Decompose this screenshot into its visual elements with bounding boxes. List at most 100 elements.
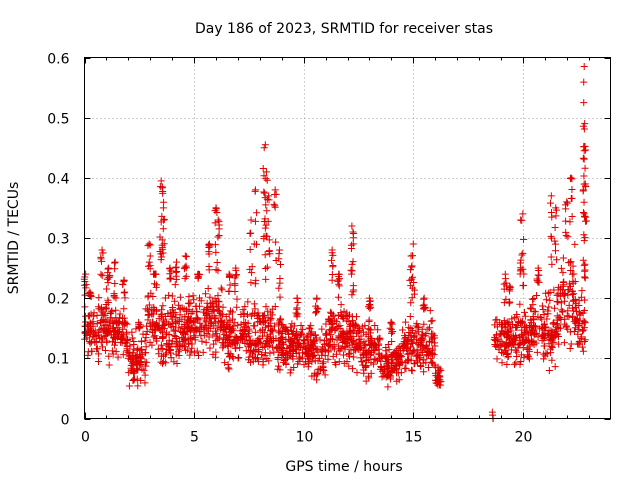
data-point-503 — [172, 350, 180, 358]
data-point-1423 — [345, 350, 353, 358]
data-point-1071 — [272, 335, 280, 343]
data-point-2214 — [553, 256, 561, 264]
data-point-198 — [108, 307, 116, 315]
x-tick-label-1: 5 — [190, 430, 199, 446]
data-point-802 — [238, 332, 246, 340]
data-point-1780 — [428, 317, 436, 325]
data-point-2256 — [561, 290, 569, 298]
data-point-2042 — [517, 319, 525, 327]
data-point-1968 — [516, 340, 524, 348]
data-point-2313 — [580, 324, 588, 332]
data-point-359 — [147, 289, 155, 297]
data-point-740 — [211, 207, 219, 215]
data-point-2295 — [566, 175, 574, 183]
data-point-511 — [172, 326, 180, 334]
data-point-46 — [82, 330, 90, 338]
data-point-1656 — [378, 373, 386, 381]
data-point-1488 — [362, 377, 370, 385]
data-point-2372 — [581, 260, 589, 268]
data-point-2206 — [547, 253, 555, 261]
data-point-1381 — [339, 331, 347, 339]
data-point-1395 — [329, 251, 337, 259]
data-point-2197 — [550, 339, 558, 347]
data-point-423 — [160, 325, 168, 333]
data-point-1414 — [353, 369, 361, 377]
data-point-835 — [229, 326, 237, 334]
data-point-345 — [144, 311, 152, 319]
data-point-842 — [233, 295, 241, 303]
data-point-355 — [142, 331, 150, 339]
data-point-1454 — [348, 222, 356, 230]
data-point-2293 — [568, 212, 576, 220]
data-point-1432 — [345, 362, 353, 370]
data-point-1824 — [427, 317, 435, 325]
data-point-1658 — [396, 353, 404, 361]
data-point-1353 — [339, 315, 347, 323]
data-point-1659 — [384, 340, 392, 348]
data-point-1831 — [428, 335, 436, 343]
data-point-2276 — [559, 254, 567, 262]
data-point-711 — [218, 311, 226, 319]
data-point-1943 — [504, 341, 512, 349]
data-point-903 — [246, 358, 254, 366]
data-point-2354 — [580, 172, 588, 180]
data-point-1379 — [340, 314, 348, 322]
data-point-1508 — [367, 369, 375, 377]
data-point-342 — [143, 305, 151, 313]
data-point-2147 — [546, 296, 554, 304]
data-point-411 — [159, 334, 167, 342]
data-point-500 — [162, 359, 170, 367]
data-point-347 — [153, 281, 161, 289]
data-point-1312 — [324, 355, 332, 363]
data-point-928 — [246, 346, 254, 354]
data-point-1460 — [347, 266, 355, 274]
data-point-2207 — [547, 232, 555, 240]
data-point-1367 — [322, 320, 330, 328]
data-point-31 — [88, 347, 96, 355]
data-point-273 — [140, 366, 148, 374]
data-point-1081 — [279, 322, 287, 330]
data-point-1627 — [392, 362, 400, 370]
data-point-2075 — [539, 305, 547, 313]
data-point-2336 — [581, 336, 589, 344]
data-point-2190 — [550, 319, 558, 327]
data-point-2041 — [513, 311, 521, 319]
x-tick-label-2: 10 — [296, 430, 314, 446]
data-point-240 — [126, 342, 134, 350]
data-point-753 — [239, 306, 247, 314]
data-point-498 — [168, 337, 176, 345]
y-tick-label-1: 0.1 — [47, 352, 69, 368]
data-point-279 — [130, 375, 138, 383]
data-point-1100 — [276, 246, 284, 254]
data-point-2043 — [513, 324, 521, 332]
data-point-403 — [159, 302, 167, 310]
data-point-1830 — [429, 349, 437, 357]
data-point-1750 — [409, 240, 417, 248]
data-point-1660 — [394, 344, 402, 352]
data-point-2038 — [520, 338, 528, 346]
data-point-565 — [196, 319, 204, 327]
data-point-2204 — [548, 260, 556, 268]
data-point-1727 — [407, 325, 415, 333]
data-point-1005 — [261, 189, 269, 197]
data-point-1085 — [280, 341, 288, 349]
data-point-1030 — [263, 263, 271, 271]
data-point-1393 — [328, 271, 336, 279]
data-point-2053 — [519, 249, 527, 257]
data-point-1777 — [426, 307, 434, 315]
data-point-1170 — [297, 329, 305, 337]
data-point-1710 — [402, 333, 410, 341]
data-point-801 — [231, 319, 239, 327]
data-point-751 — [215, 232, 223, 240]
data-point-1292 — [313, 304, 321, 312]
data-point-1737 — [403, 345, 411, 353]
data-point-641 — [182, 253, 190, 261]
data-point-1440 — [347, 328, 355, 336]
data-point-2292 — [568, 185, 576, 193]
data-point-1098 — [272, 238, 280, 246]
data-point-2189 — [549, 320, 557, 328]
data-point-2049 — [517, 256, 525, 264]
y-axis-label: SRMTID / TECUs — [6, 182, 22, 295]
data-point-1400 — [335, 280, 343, 288]
data-point-1397 — [329, 263, 337, 271]
